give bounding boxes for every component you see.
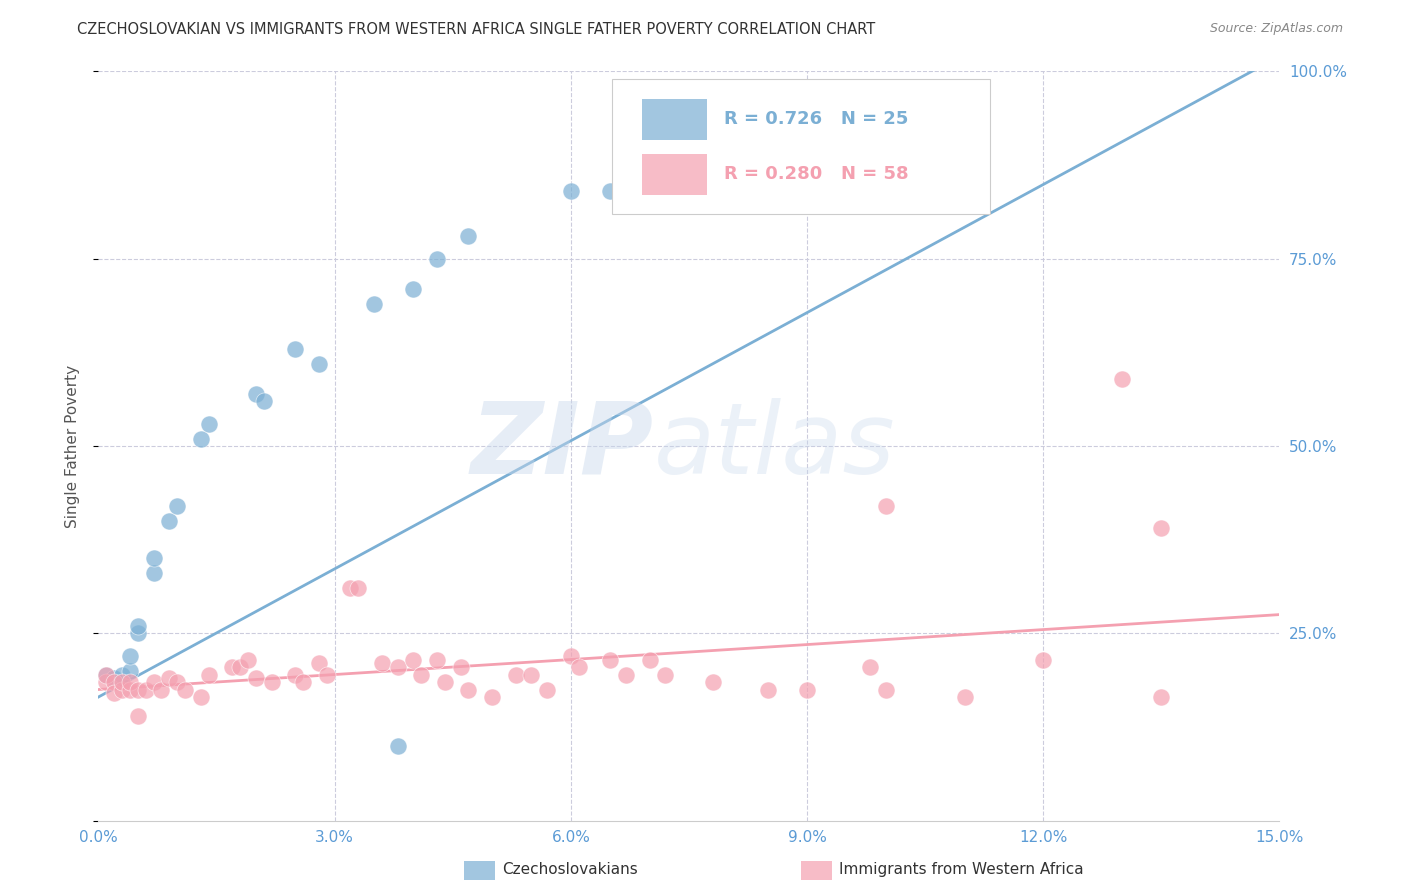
Point	[118, 675, 141, 690]
Point	[1032, 652, 1054, 666]
Point	[387, 739, 409, 753]
Point	[308, 357, 330, 371]
Point	[221, 660, 243, 674]
Point	[135, 682, 157, 697]
Point	[339, 582, 361, 596]
Point	[859, 660, 882, 674]
Point	[599, 184, 621, 198]
Point	[536, 682, 558, 697]
Point	[292, 675, 315, 690]
Point	[96, 675, 118, 690]
Point	[111, 682, 134, 697]
Point	[127, 682, 149, 697]
Point	[457, 682, 479, 697]
Text: Immigrants from Western Africa: Immigrants from Western Africa	[839, 863, 1084, 877]
Point	[142, 675, 165, 690]
Text: R = 0.280   N = 58: R = 0.280 N = 58	[724, 165, 910, 183]
Point	[127, 619, 149, 633]
Point	[560, 184, 582, 198]
Point	[481, 690, 503, 704]
Point	[347, 582, 370, 596]
Text: atlas: atlas	[654, 398, 896, 494]
Point	[157, 671, 180, 685]
Point	[875, 499, 897, 513]
Point	[875, 682, 897, 697]
Text: ZIP: ZIP	[471, 398, 654, 494]
Point	[599, 652, 621, 666]
Point	[411, 667, 433, 681]
Point	[402, 652, 425, 666]
Point	[174, 682, 197, 697]
Point	[284, 667, 307, 681]
Point	[315, 667, 337, 681]
Point	[457, 229, 479, 244]
Point	[450, 660, 472, 674]
Point	[166, 499, 188, 513]
Point	[709, 87, 731, 101]
Point	[308, 657, 330, 671]
Point	[402, 282, 425, 296]
Point	[127, 626, 149, 640]
Point	[157, 514, 180, 528]
Text: Source: ZipAtlas.com: Source: ZipAtlas.com	[1209, 22, 1343, 36]
Point	[260, 675, 283, 690]
Point	[568, 660, 591, 674]
Point	[142, 551, 165, 566]
Point	[433, 675, 456, 690]
Point	[245, 671, 267, 685]
Point	[1150, 690, 1173, 704]
Point	[197, 667, 219, 681]
Point	[505, 667, 527, 681]
Point	[426, 652, 449, 666]
Point	[953, 690, 976, 704]
Point	[1150, 521, 1173, 535]
Text: CZECHOSLOVAKIAN VS IMMIGRANTS FROM WESTERN AFRICA SINGLE FATHER POVERTY CORRELAT: CZECHOSLOVAKIAN VS IMMIGRANTS FROM WESTE…	[77, 22, 876, 37]
Point	[654, 667, 676, 681]
Point	[118, 664, 141, 678]
Point	[387, 660, 409, 674]
Point	[560, 648, 582, 663]
Point	[520, 667, 543, 681]
Text: Czechoslovakians: Czechoslovakians	[502, 863, 638, 877]
Point	[96, 667, 118, 681]
Point	[118, 648, 141, 663]
Point	[127, 708, 149, 723]
FancyBboxPatch shape	[641, 99, 707, 140]
Point	[111, 667, 134, 681]
Point	[96, 667, 118, 681]
Point	[363, 296, 385, 310]
Point	[103, 671, 125, 685]
Point	[702, 675, 724, 690]
Point	[111, 675, 134, 690]
Point	[614, 667, 637, 681]
Point	[253, 394, 276, 409]
Point	[371, 657, 394, 671]
Point	[426, 252, 449, 266]
Point	[142, 566, 165, 581]
Point	[638, 652, 661, 666]
Point	[118, 682, 141, 697]
Point	[796, 682, 818, 697]
Point	[103, 686, 125, 700]
Point	[245, 386, 267, 401]
FancyBboxPatch shape	[641, 153, 707, 195]
Point	[103, 675, 125, 690]
Point	[236, 652, 259, 666]
Point	[197, 417, 219, 431]
Point	[190, 432, 212, 446]
FancyBboxPatch shape	[612, 78, 990, 214]
Point	[284, 342, 307, 356]
Point	[229, 660, 252, 674]
Point	[190, 690, 212, 704]
Text: R = 0.726   N = 25: R = 0.726 N = 25	[724, 111, 908, 128]
Point	[150, 682, 173, 697]
Y-axis label: Single Father Poverty: Single Father Poverty	[65, 365, 80, 527]
Point	[166, 675, 188, 690]
Point	[756, 682, 779, 697]
Point	[1111, 371, 1133, 385]
